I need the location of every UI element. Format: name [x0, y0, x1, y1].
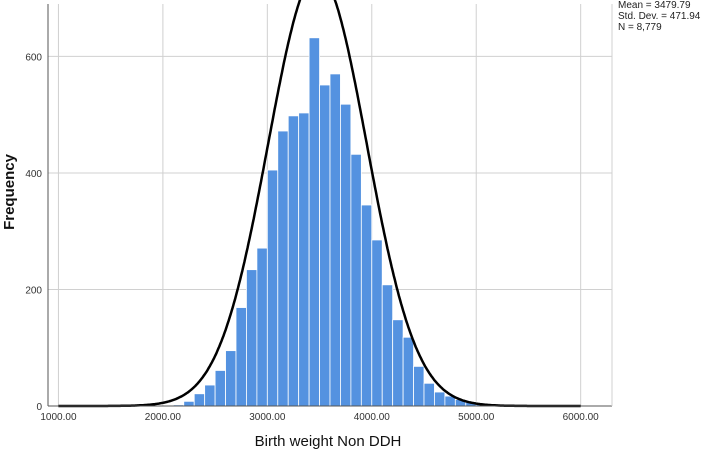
histogram-bar	[413, 365, 425, 407]
y-tick-label: 400	[25, 169, 42, 180]
y-tick-label: 0	[36, 402, 42, 413]
x-tick-label: 6000.00	[563, 412, 600, 423]
histogram-bar	[266, 169, 279, 407]
stats-n: N = 8,779	[618, 22, 662, 33]
y-tick-label: 600	[25, 52, 42, 63]
histogram-bar	[360, 204, 373, 407]
histogram-bar	[340, 103, 352, 407]
histogram-bar	[319, 84, 331, 407]
histogram-bar	[392, 319, 404, 407]
x-tick-label: 3000.00	[249, 412, 286, 423]
axes	[47, 4, 613, 407]
histogram-bar	[423, 382, 435, 407]
histogram-bar	[402, 336, 414, 407]
histogram-bar	[371, 239, 383, 407]
histogram-bar	[277, 130, 289, 407]
histogram-bar	[298, 112, 310, 407]
y-tick-labels: 0 200 400 600	[25, 52, 42, 413]
x-axis-title: Birth weight Non DDH	[255, 433, 402, 450]
y-axis-title: Frequency	[1, 153, 18, 230]
histogram-bar	[225, 350, 237, 407]
stats-box: Mean = 3479.79 Std. Dev. = 471.94 N = 8,…	[618, 0, 700, 33]
histogram-bar	[183, 400, 195, 407]
histogram-bar	[350, 153, 362, 407]
histogram-bar	[308, 37, 320, 407]
histogram-bar	[287, 115, 300, 407]
histogram-bar	[204, 384, 216, 407]
histogram-bar	[256, 247, 268, 407]
histogram-bar	[246, 269, 258, 407]
x-tick-label: 4000.00	[354, 412, 391, 423]
histogram-bar	[329, 73, 341, 407]
stats-mean: Mean = 3479.79	[618, 0, 691, 11]
histogram-bar	[434, 391, 446, 407]
normal-curve	[58, 0, 581, 408]
histogram-bar	[235, 307, 247, 407]
histogram-bar	[214, 370, 226, 407]
x-tick-label: 1000.00	[40, 412, 77, 423]
histogram-bars	[172, 37, 488, 407]
x-tick-labels: 1000.00 2000.00 3000.00 4000.00 5000.00 6000.…	[40, 412, 599, 423]
histogram-bar	[193, 393, 206, 407]
y-tick-label: 200	[25, 285, 42, 296]
x-tick-label: 5000.00	[458, 412, 495, 423]
x-tick-label: 2000.00	[145, 412, 182, 423]
histogram-bar	[381, 284, 394, 407]
stats-std-dev: Std. Dev. = 471.94	[618, 11, 701, 22]
